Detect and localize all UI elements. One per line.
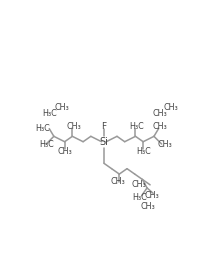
Text: CH₃: CH₃: [144, 191, 158, 200]
Text: H₃C: H₃C: [132, 194, 147, 203]
Text: F: F: [101, 122, 106, 131]
Text: H₃C: H₃C: [129, 122, 144, 131]
Text: Si: Si: [99, 137, 108, 148]
Text: H₃C: H₃C: [35, 124, 50, 133]
Text: CH₃: CH₃: [152, 109, 167, 118]
Text: CH₃: CH₃: [131, 180, 146, 189]
Text: CH₃: CH₃: [140, 202, 154, 211]
Text: CH₃: CH₃: [152, 122, 167, 131]
Text: CH₃: CH₃: [57, 147, 72, 156]
Text: CH₃: CH₃: [157, 140, 171, 149]
Text: CH₃: CH₃: [54, 103, 69, 112]
Text: CH₃: CH₃: [66, 122, 81, 131]
Text: H₃C: H₃C: [39, 140, 53, 149]
Text: H₃C: H₃C: [135, 147, 150, 156]
Text: H₃C: H₃C: [42, 109, 56, 118]
Text: CH₃: CH₃: [163, 103, 177, 112]
Text: CH₃: CH₃: [110, 177, 124, 186]
